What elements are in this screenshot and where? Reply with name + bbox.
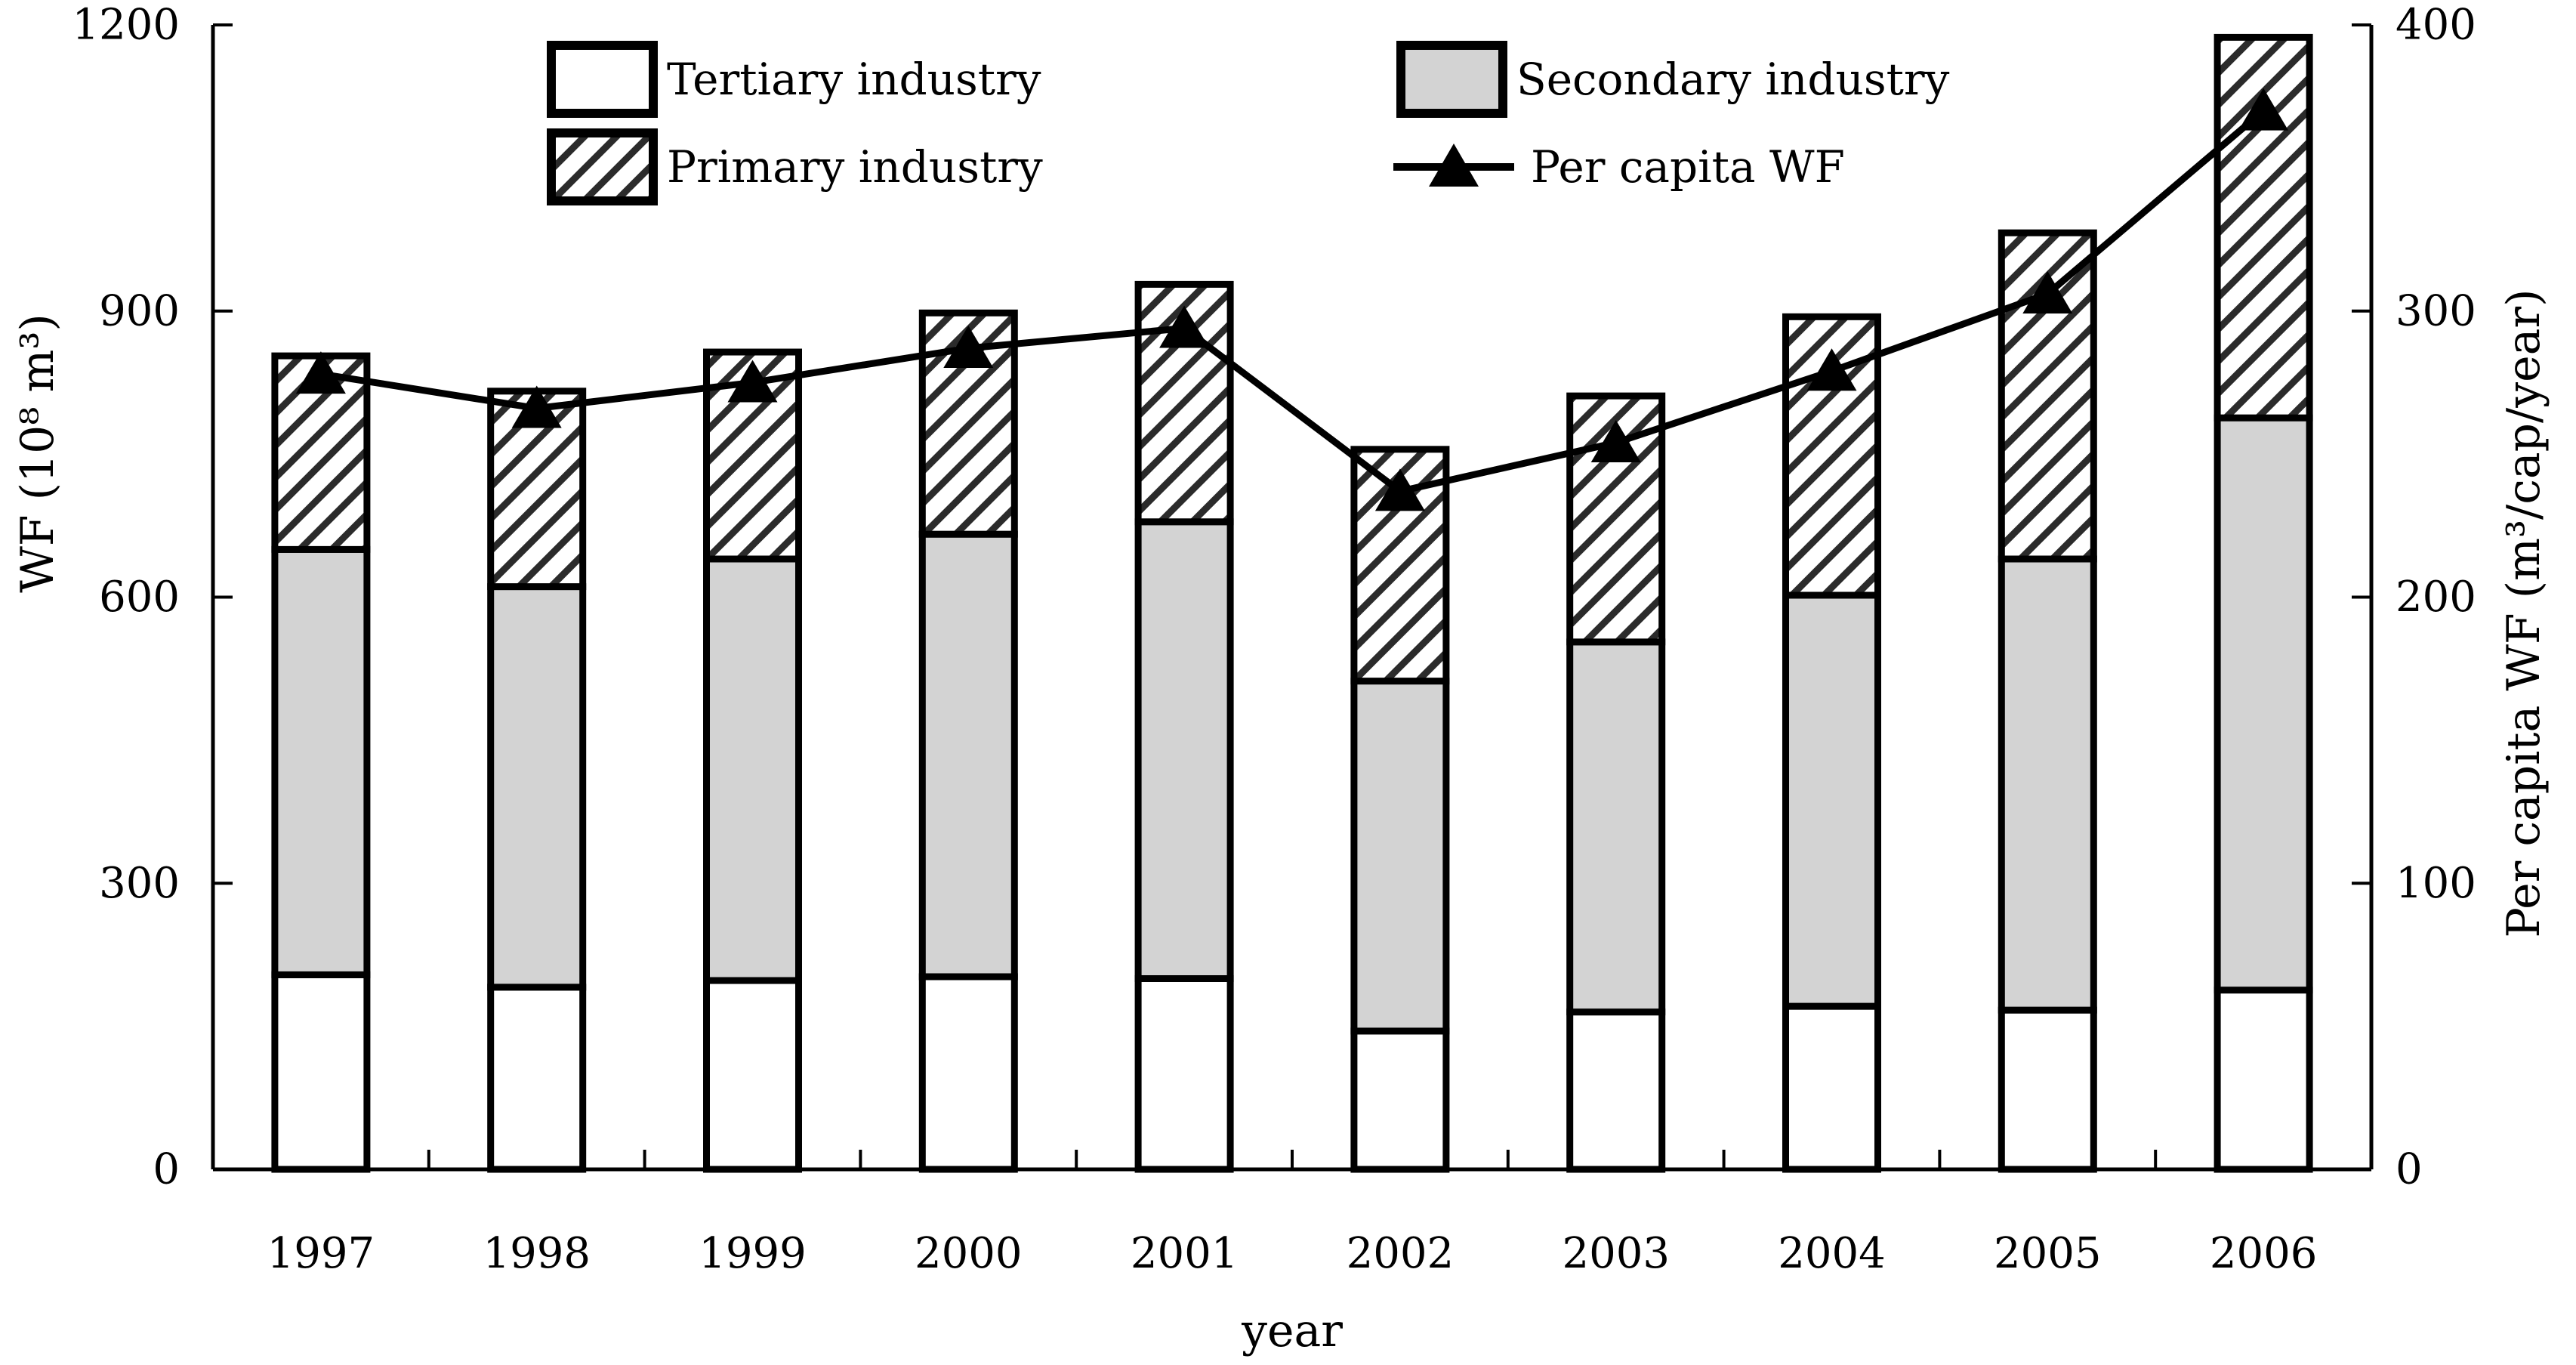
per-capita-marker-2001 — [1159, 305, 1210, 348]
left-axis-tick-label: 300 — [99, 859, 180, 908]
bar-2005 — [1998, 229, 2097, 1173]
per-capita-marker-1998 — [511, 385, 562, 428]
bar-segment-2001-series2 — [1134, 280, 1234, 526]
bar-2002 — [1350, 446, 1450, 1173]
x-axis-category-label: 1999 — [699, 1229, 807, 1278]
x-axis-category-label: 2002 — [1347, 1229, 1455, 1278]
legend-item-4: Per capita WF — [1393, 141, 1845, 193]
bar-segment-2001-series1 — [1134, 518, 1234, 982]
bar-segment-1998-series1 — [487, 583, 587, 991]
bars-group — [271, 33, 2313, 1173]
per-capita-marker-2004 — [1806, 348, 1857, 391]
bar-segment-1999-series1 — [703, 555, 802, 984]
left-axis-title: WF (10⁸ m³) — [11, 313, 64, 593]
bar-segment-2001-series0 — [1134, 975, 1234, 1173]
left-axis-tick-label: 0 — [153, 1145, 180, 1194]
legend-swatch-hatched-box — [547, 128, 658, 205]
right-axis-tick-label: 100 — [2396, 859, 2476, 908]
bar-segment-2004-series0 — [1782, 1002, 1881, 1173]
bar-segment-1998-series0 — [487, 984, 587, 1173]
x-axis-category-label: 2004 — [1778, 1229, 1886, 1278]
right-axis-tick-label: 300 — [2396, 286, 2476, 335]
right-axis-tick-label: 200 — [2396, 573, 2476, 622]
per-capita-marker-1999 — [727, 360, 778, 403]
per-capita-line — [320, 108, 2266, 496]
bar-segment-2000-series0 — [918, 973, 1018, 1173]
bar-2004 — [1782, 313, 1881, 1173]
bar-segment-2003-series0 — [1566, 1008, 1666, 1173]
x-axis-category-label: 1997 — [267, 1229, 375, 1278]
bar-2000 — [918, 309, 1018, 1173]
bar-segment-2002-series0 — [1350, 1027, 1450, 1173]
bar-segment-2003-series1 — [1566, 638, 1666, 1016]
right-axis-tick-label: 0 — [2396, 1145, 2423, 1194]
x-axis-category-label: 2006 — [2210, 1229, 2318, 1278]
bar-segment-2006-series0 — [2214, 987, 2313, 1173]
legend-label: Secondary industry — [1516, 54, 1950, 105]
per-capita-marker-2003 — [1590, 419, 1641, 462]
bar-segment-2000-series1 — [918, 530, 1018, 981]
bar-segment-2002-series1 — [1350, 678, 1450, 1035]
legend-triangle-marker-icon — [1429, 144, 1479, 187]
legend-swatch-gray-box — [1396, 41, 1507, 118]
x-axis-category-label: 2000 — [915, 1229, 1023, 1278]
x-axis-category-label: 1998 — [483, 1229, 591, 1278]
legend-label: Per capita WF — [1531, 141, 1845, 193]
bar-2003 — [1566, 392, 1666, 1173]
bar-segment-2005-series2 — [1998, 229, 2097, 563]
per-capita-marker-2000 — [943, 325, 994, 368]
bar-segment-1997-series0 — [271, 971, 371, 1173]
axes-group: 0 300 600 900 1200 0 100 200 300 400 1997 1998 1999 2… — [72, 1, 2476, 1279]
legend-label: Primary industry — [667, 141, 1043, 193]
x-axis-category-label: 2003 — [1562, 1229, 1670, 1278]
legend: Tertiary industry Secondary industry Prima… — [547, 41, 1950, 205]
bar-segment-2006-series1 — [2214, 414, 2313, 994]
bar-segment-2004-series1 — [1782, 591, 1881, 1010]
x-axis-category-label: 2001 — [1131, 1229, 1239, 1278]
bar-segment-2005-series0 — [1998, 1006, 2097, 1173]
per-capita-marker-2002 — [1374, 468, 1425, 511]
legend-item-1: Tertiary industry — [547, 41, 1041, 118]
bar-segment-1999-series0 — [703, 977, 802, 1173]
legend-item-2: Secondary industry — [1396, 41, 1950, 118]
left-axis-tick-label: 1200 — [72, 1, 180, 50]
bar-2001 — [1134, 280, 1234, 1173]
bar-segment-1997-series1 — [271, 545, 371, 978]
legend-swatch-white-box — [547, 41, 658, 118]
legend-label: Tertiary industry — [667, 54, 1041, 105]
per-capita-line-group — [295, 88, 2289, 511]
right-axis-title: Per capita WF (m³/cap/year) — [2497, 289, 2550, 937]
x-axis-category-label: 2005 — [1994, 1229, 2102, 1278]
bar-1999 — [703, 348, 802, 1173]
bar-1997 — [271, 352, 371, 1173]
bar-1998 — [487, 388, 587, 1173]
bar-2006 — [2214, 33, 2313, 1173]
left-axis-tick-label: 900 — [99, 286, 180, 335]
per-capita-marker-2006 — [2238, 88, 2289, 131]
legend-item-3: Primary industry — [547, 128, 1043, 205]
right-axis-tick-label: 400 — [2396, 1, 2476, 50]
bar-segment-2005-series1 — [1998, 555, 2097, 1014]
x-axis-title: year — [1241, 1305, 1343, 1357]
per-capita-marker-2005 — [2022, 271, 2073, 314]
per-capita-marker-1997 — [295, 351, 346, 394]
left-axis-tick-label: 600 — [99, 573, 180, 622]
